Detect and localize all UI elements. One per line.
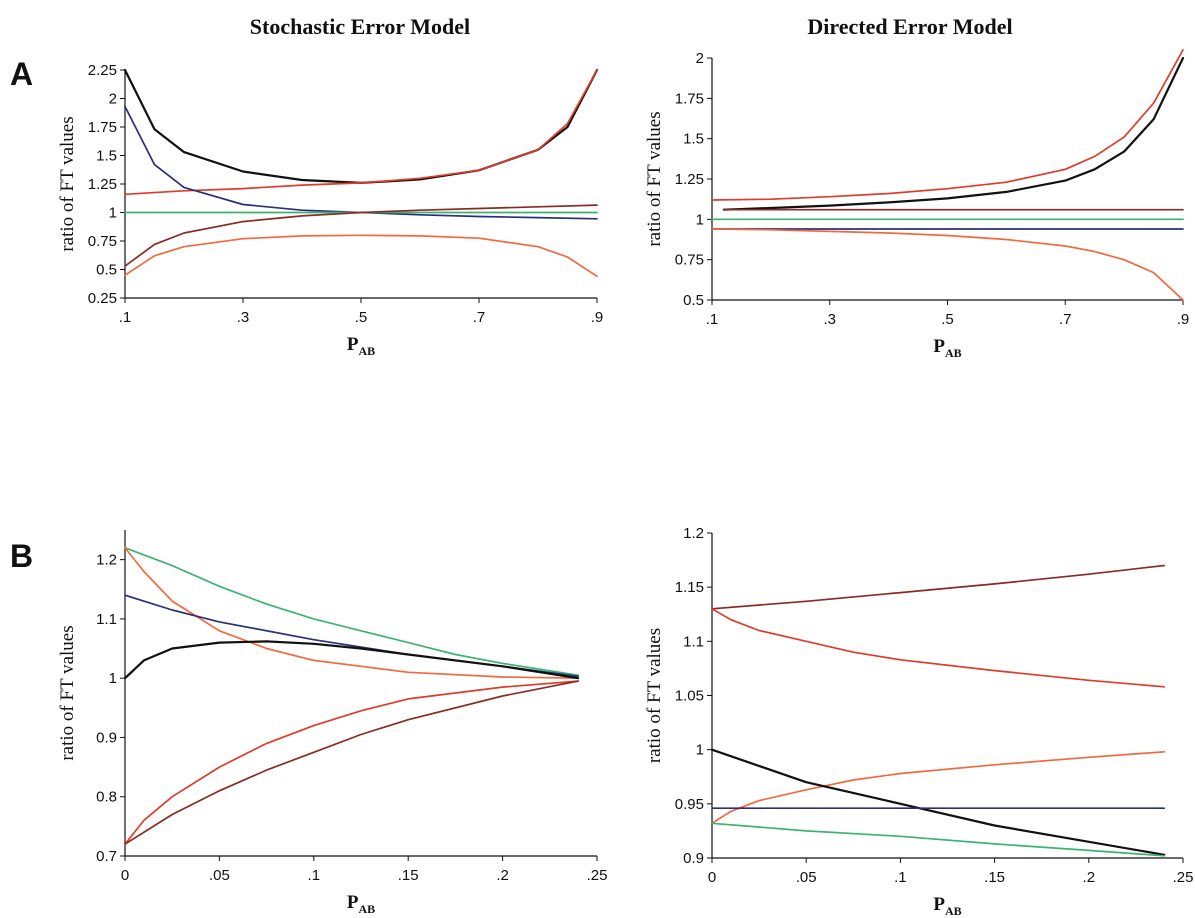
y-tick-label: 1.15 <box>675 579 704 596</box>
series-line-black <box>722 56 1185 211</box>
y-tick-label: 2 <box>109 91 117 108</box>
y-axis-label: ratio of FT values <box>57 116 78 251</box>
y-tick-label: 0.95 <box>675 796 704 813</box>
series-line-green <box>124 546 579 677</box>
series-line-navy <box>124 105 598 220</box>
x-tick-label: .05 <box>209 867 230 884</box>
x-tick-label: 0 <box>121 867 129 884</box>
x-axis-label: PAB <box>933 894 961 918</box>
chart-a-right: 0.5 0.75 1 1.25 1.5 1.75 2 .1 .3 .5 .7 .9 ratio of F… <box>644 49 1190 360</box>
x-tick-label: .25 <box>587 867 608 884</box>
series-line-orange <box>711 228 1184 301</box>
x-tick-label: .1 <box>308 867 321 884</box>
y-tick-label: 0.9 <box>96 729 117 746</box>
x-tick-label: .3 <box>237 309 250 326</box>
x-tick-label: .1 <box>119 309 132 326</box>
x-tick-label: .1 <box>894 869 907 886</box>
series-line-black <box>123 640 580 680</box>
x-axis-label: PAB <box>347 334 375 358</box>
x-tick-label: .2 <box>496 867 509 884</box>
y-tick-label: 1.05 <box>675 688 704 705</box>
y-tick-label: 0.8 <box>96 789 117 806</box>
series-line-black <box>710 748 1166 856</box>
y-tick-label: 1.1 <box>683 633 704 650</box>
y-tick-label: 2.25 <box>88 62 117 79</box>
x-tick-label: .5 <box>355 309 368 326</box>
y-tick-label: 1.5 <box>683 131 704 148</box>
chart-a-left: 0.25 0.5 0.75 1 1.25 1.5 1.75 2 2.25 .1 .3 .5 .7 .9 ra… <box>57 62 603 358</box>
x-tick-label: .5 <box>941 311 954 328</box>
y-tick-label: 1 <box>109 670 117 687</box>
x-tick-label: 0 <box>708 869 716 886</box>
panel-letter-a: A <box>10 56 34 92</box>
x-tick-label: .15 <box>984 869 1005 886</box>
y-tick-label: 1 <box>696 742 704 759</box>
x-axis-label: PAB <box>347 892 375 916</box>
x-axis-label-subscript: AB <box>358 902 375 916</box>
x-axis-label: PAB <box>933 336 961 360</box>
series-line-orange <box>124 546 579 680</box>
x-tick-label: .15 <box>398 867 419 884</box>
x-axis-label-main: P <box>347 334 359 355</box>
x-axis-label-main: P <box>933 894 945 915</box>
y-tick-label: 0.75 <box>88 233 117 250</box>
y-axis-label: ratio of FT values <box>644 628 665 763</box>
y-tick-label: 1 <box>696 211 704 228</box>
series-line-red <box>711 49 1184 201</box>
x-tick-label: .9 <box>591 309 604 326</box>
series-line-black <box>123 68 599 184</box>
series-line-darkred <box>711 564 1166 610</box>
x-axis-label-subscript: AB <box>945 346 962 360</box>
series-line-red <box>124 680 579 845</box>
y-axis-label: ratio of FT values <box>57 625 78 760</box>
y-tick-label: 1.2 <box>96 552 117 569</box>
series-line-green <box>711 822 1166 857</box>
x-tick-label: .25 <box>1173 869 1194 886</box>
right-column-title: Directed Error Model <box>807 14 1013 39</box>
x-axis-label-subscript: AB <box>945 904 962 918</box>
chart-b-left: 0.7 0.8 0.9 1 1.1 1.2 0 .05 .1 .15 .2 .25 ratio of F… <box>57 530 607 916</box>
y-tick-label: 0.25 <box>88 290 117 307</box>
x-tick-label: .2 <box>1083 869 1096 886</box>
x-tick-label: .7 <box>1059 311 1072 328</box>
y-axis-label: ratio of FT values <box>644 111 665 246</box>
series-line-darkred <box>124 204 598 267</box>
panel-letter-b: B <box>10 538 34 574</box>
x-tick-label: .9 <box>1177 311 1190 328</box>
y-tick-label: 0.5 <box>683 292 704 309</box>
y-tick-label: 0.7 <box>96 848 117 865</box>
x-tick-label: .1 <box>706 311 719 328</box>
x-tick-label: .7 <box>473 309 486 326</box>
y-tick-label: 0.5 <box>96 262 117 279</box>
series-line-red <box>711 607 1166 688</box>
x-tick-label: .3 <box>823 311 836 328</box>
chart-b-right: 0.9 0.95 1 1.05 1.1 1.15 1.2 0 .05 .1 .15 .2 .25 rati… <box>644 525 1193 918</box>
y-tick-label: 1 <box>109 205 117 222</box>
x-axis-label-main: P <box>347 892 359 913</box>
y-tick-label: 1.25 <box>675 171 704 188</box>
y-tick-label: 1.75 <box>88 119 117 136</box>
y-tick-label: 0.9 <box>683 850 704 867</box>
series-line-orange <box>124 234 598 278</box>
series-line-darkred <box>124 680 579 845</box>
left-column-title: Stochastic Error Model <box>249 14 471 39</box>
x-tick-label: .05 <box>796 869 817 886</box>
x-axis-label-subscript: AB <box>358 344 375 358</box>
y-tick-label: 1.25 <box>88 176 117 193</box>
y-tick-label: 1.75 <box>675 90 704 107</box>
y-tick-label: 1.2 <box>683 525 704 542</box>
y-tick-label: 0.75 <box>675 252 704 269</box>
y-tick-label: 1.1 <box>96 611 117 628</box>
x-axis-label-main: P <box>933 336 945 357</box>
y-tick-label: 1.5 <box>96 148 117 165</box>
y-tick-label: 2 <box>696 50 704 67</box>
series-line-red <box>124 69 598 196</box>
